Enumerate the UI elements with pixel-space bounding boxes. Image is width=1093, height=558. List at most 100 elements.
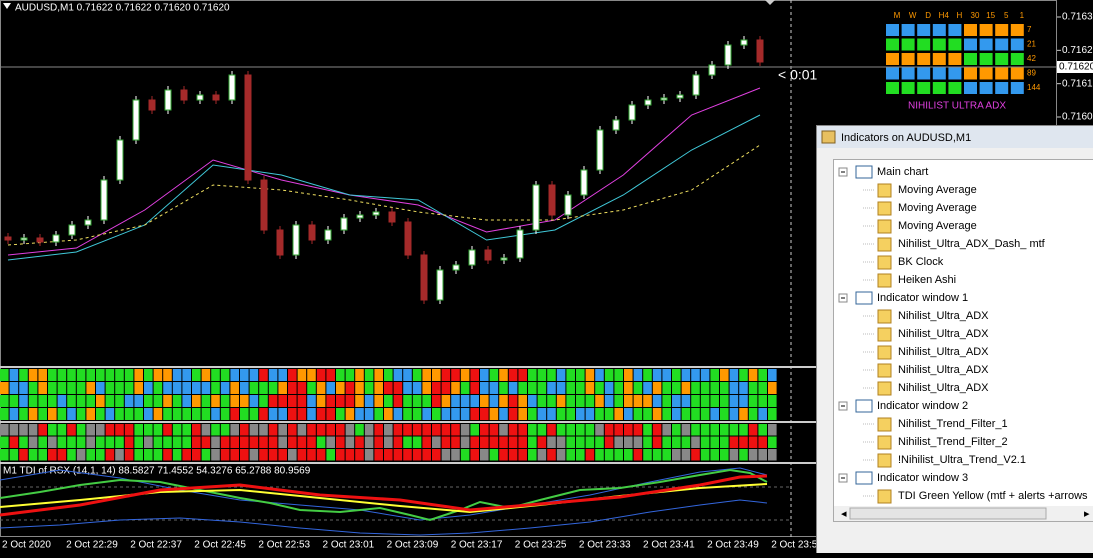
trend-cell bbox=[470, 424, 479, 436]
trend-cell bbox=[0, 424, 9, 436]
adx-cell bbox=[662, 395, 671, 407]
adx-cell bbox=[547, 408, 556, 420]
trend-cell bbox=[250, 437, 259, 449]
dashboard-cell bbox=[902, 82, 915, 94]
tree-item[interactable]: Nihilist_Ultra_ADX bbox=[898, 328, 989, 340]
tdi-label: M1 TDI of RSX (14,1, 14) 88.5827 71.4552… bbox=[3, 466, 311, 477]
trend-cell bbox=[422, 424, 431, 436]
adx-cell bbox=[701, 408, 710, 420]
tree-item[interactable]: Nihilist_Trend_Filter_1 bbox=[898, 418, 1008, 430]
adx-cell bbox=[461, 382, 470, 394]
trend-cell bbox=[557, 449, 566, 461]
adx-cell bbox=[115, 369, 124, 381]
adx-cell bbox=[720, 395, 729, 407]
trend-cell bbox=[586, 424, 595, 436]
tree-item[interactable]: Moving Average bbox=[898, 220, 977, 232]
adx-cell bbox=[221, 382, 230, 394]
dashboard-cell bbox=[886, 82, 899, 94]
scrollbar-thumb[interactable] bbox=[850, 508, 1046, 519]
tree-item[interactable]: TDI Green Yellow (mtf + alerts +arrows bbox=[898, 490, 1088, 502]
trend-cell bbox=[499, 424, 508, 436]
adx-cell bbox=[163, 382, 172, 394]
dashboard-cell bbox=[995, 24, 1008, 36]
adx-cell bbox=[355, 382, 364, 394]
trend-cell bbox=[211, 424, 220, 436]
adx-cell bbox=[202, 395, 211, 407]
tree-item[interactable]: BK Clock bbox=[898, 256, 944, 268]
trend-cell bbox=[768, 437, 777, 449]
tree-item[interactable]: Nihilist_Ultra_ADX bbox=[898, 346, 989, 358]
adx-cell bbox=[134, 382, 143, 394]
trend-cell bbox=[653, 437, 662, 449]
candle bbox=[69, 225, 75, 235]
trend-cell bbox=[125, 437, 134, 449]
tree-group[interactable]: Indicator window 2 bbox=[877, 400, 968, 412]
tree-item[interactable]: Nihilist_Ultra_ADX bbox=[898, 364, 989, 376]
adx-cell bbox=[682, 408, 691, 420]
trend-cell bbox=[384, 449, 393, 461]
trend-cell bbox=[77, 449, 86, 461]
adx-cell bbox=[326, 369, 335, 381]
adx-cell bbox=[298, 369, 307, 381]
trend-cell bbox=[499, 449, 508, 461]
indicator-icon bbox=[878, 454, 891, 467]
trend-cell bbox=[470, 449, 479, 461]
dashboard-cell bbox=[964, 24, 977, 36]
adx-cell bbox=[0, 382, 9, 394]
trend-cell bbox=[461, 437, 470, 449]
tree-group[interactable]: Indicator window 1 bbox=[877, 292, 968, 304]
adx-cell bbox=[461, 395, 470, 407]
trend-cell bbox=[509, 424, 518, 436]
trend-cell bbox=[365, 437, 374, 449]
window-icon bbox=[856, 472, 872, 484]
scroll-right[interactable]: ▸ bbox=[1084, 508, 1090, 520]
adx-cell bbox=[682, 369, 691, 381]
adx-cell bbox=[566, 382, 575, 394]
adx-cell bbox=[29, 369, 38, 381]
trend-cell bbox=[758, 424, 767, 436]
tree-item[interactable]: Nihilist_Ultra_ADX_Dash_ mtf bbox=[898, 238, 1046, 250]
trend-cell bbox=[250, 449, 259, 461]
trend-cell bbox=[682, 424, 691, 436]
adx-cell bbox=[701, 369, 710, 381]
tree-item[interactable]: !Nihilist_Ultra_Trend_V2.1 bbox=[898, 454, 1026, 466]
adx-cell bbox=[758, 382, 767, 394]
trend-cell bbox=[720, 437, 729, 449]
adx-cell bbox=[240, 395, 249, 407]
adx-cell bbox=[211, 382, 220, 394]
tree-item[interactable]: Nihilist_Ultra_ADX bbox=[898, 310, 989, 322]
trend-cell bbox=[576, 449, 585, 461]
tree-item[interactable]: Moving Average bbox=[898, 184, 977, 196]
adx-cell bbox=[595, 382, 604, 394]
adx-cell bbox=[307, 369, 316, 381]
adx-cell bbox=[134, 395, 143, 407]
tree-group[interactable]: Main chart bbox=[877, 166, 928, 178]
adx-cell bbox=[624, 408, 633, 420]
adx-cell bbox=[163, 408, 172, 420]
scroll-left[interactable]: ◂ bbox=[841, 508, 847, 520]
trend-cell bbox=[240, 437, 249, 449]
tree-item[interactable]: Nihilist_Ultra_ADX bbox=[898, 382, 989, 394]
adx-cell bbox=[566, 369, 575, 381]
adx-cell bbox=[518, 382, 527, 394]
adx-cell bbox=[720, 408, 729, 420]
tree-item[interactable]: Nihilist_Trend_Filter_2 bbox=[898, 436, 1008, 448]
trend-cell bbox=[413, 449, 422, 461]
dashboard-cell bbox=[933, 68, 946, 80]
trend-cell bbox=[355, 449, 364, 461]
adx-cell bbox=[182, 395, 191, 407]
adx-cell bbox=[77, 369, 86, 381]
trend-cell bbox=[29, 424, 38, 436]
trend-cell bbox=[672, 424, 681, 436]
price-tick-label: 0.71605 bbox=[1062, 112, 1093, 123]
trend-cell bbox=[730, 437, 739, 449]
tree-item[interactable]: Moving Average bbox=[898, 202, 977, 214]
adx-cell bbox=[470, 369, 479, 381]
tree-group[interactable]: Indicator window 3 bbox=[877, 472, 968, 484]
adx-cell bbox=[134, 408, 143, 420]
tree-item[interactable]: Heiken Ashi bbox=[898, 274, 956, 286]
adx-cell bbox=[710, 395, 719, 407]
dashboard-cell bbox=[995, 39, 1008, 51]
adx-cell bbox=[672, 408, 681, 420]
